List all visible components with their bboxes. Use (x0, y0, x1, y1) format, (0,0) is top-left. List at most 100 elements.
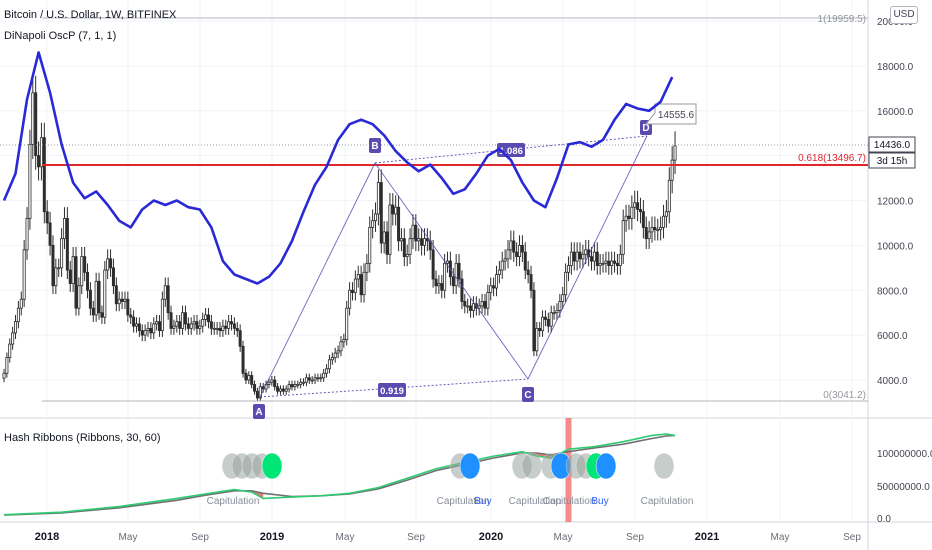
target-callout-label: 14555.6 (658, 110, 695, 121)
candle-body-29 (86, 271, 90, 291)
candle-body-226 (653, 227, 657, 231)
ratio-label-b-d: 1.086 (499, 146, 523, 157)
harmonic-pattern: A B C D 0.919 1.086 14555.6 (253, 103, 697, 419)
candle-body-107 (310, 379, 314, 382)
candle-body-92 (267, 381, 271, 385)
candle-body-46 (134, 323, 138, 327)
candle-body-80 (232, 323, 236, 329)
candle-body-214 (618, 253, 622, 266)
candle-body-63 (183, 312, 187, 325)
price-tick-7: 6000.0 (877, 331, 908, 342)
candle-body-169 (489, 285, 493, 293)
candle-body-191 (552, 312, 556, 315)
price-tick-4: 12000.0 (877, 197, 914, 208)
candle-body-73 (212, 327, 216, 330)
candle-body-3 (11, 332, 15, 345)
candle-body-177 (512, 240, 516, 253)
candle-body-77 (224, 325, 228, 329)
oscillator-title[interactable]: DiNapoli OscP (7, 1, 1) (4, 30, 117, 42)
candle-body-26 (77, 285, 81, 309)
candle-body-129 (374, 213, 378, 222)
target-callout (644, 103, 697, 125)
candle-body-5 (16, 307, 20, 323)
candle-body-62 (181, 312, 185, 329)
candle-body-160 (463, 301, 467, 307)
candle-body-118 (342, 339, 346, 343)
candle-body-74 (215, 327, 219, 330)
candle-body-138 (399, 238, 403, 242)
time-tick-6: 2020 (479, 531, 503, 543)
candle-body-113 (327, 359, 331, 370)
candle-body-146 (422, 238, 426, 246)
candle-body-51 (149, 327, 153, 334)
candle-body-81 (235, 327, 239, 332)
candle-body-134 (388, 204, 392, 255)
candle-body-166 (480, 301, 484, 307)
candle-body-24 (71, 256, 75, 284)
candle-body-85 (247, 375, 251, 381)
hash-tick-0: 100000000.0 (877, 449, 932, 460)
candle-body-47 (137, 323, 141, 332)
candle-body-99 (287, 384, 291, 390)
candle-body-0 (2, 372, 6, 379)
symbol-title[interactable]: Bitcoin / U.S. Dollar, 1W, BITFINEX (4, 9, 177, 21)
pattern-point-c-marker (522, 387, 534, 402)
hash-ribbons-title[interactable]: Hash Ribbons (Ribbons, 30, 60) (4, 432, 161, 444)
signal-label-1: Capitulation (437, 496, 490, 507)
candle-body-131 (379, 182, 383, 244)
candle-body-140 (405, 253, 409, 257)
candle-body-231 (667, 179, 671, 213)
time-tick-5: Sep (407, 532, 425, 543)
candle-body-209 (604, 260, 608, 264)
candle-body-161 (466, 305, 470, 308)
candle-body-32 (94, 280, 98, 316)
candle-body-17 (51, 244, 55, 287)
candle-body-60 (175, 321, 179, 327)
candle-body-67 (195, 321, 199, 329)
candle-body-172 (497, 269, 501, 275)
price-tick-2: 16000.0 (877, 107, 914, 118)
candle-body-109 (316, 377, 320, 380)
candle-body-4 (14, 321, 18, 334)
candle-body-145 (420, 238, 424, 246)
price-tick-6: 8000.0 (877, 286, 908, 297)
candle-body-139 (402, 238, 406, 257)
candle-body-205 (592, 251, 596, 262)
candle-body-193 (558, 301, 562, 311)
candle-body-66 (192, 321, 196, 325)
candle-body-8 (25, 218, 29, 251)
candle-body-114 (330, 357, 334, 361)
candle-body-98 (284, 388, 288, 392)
time-tick-11: Sep (843, 532, 861, 543)
candle-body-102 (296, 384, 300, 386)
candle-body-76 (221, 325, 225, 332)
currency-badge[interactable]: USD (890, 6, 918, 24)
candle-body-228 (659, 227, 663, 231)
last-price-box (868, 136, 916, 153)
time-tick-9: 2021 (695, 531, 719, 543)
candle-body-54 (158, 321, 162, 332)
candle-body-197 (569, 251, 573, 266)
candle-body-122 (353, 278, 357, 293)
candle-body-10 (31, 92, 35, 145)
candle-body-181 (523, 251, 527, 271)
candle-body-144 (417, 238, 421, 242)
candle-body-48 (140, 330, 144, 336)
candle-body-215 (621, 220, 625, 255)
candle-body-70 (204, 314, 208, 320)
candle-body-52 (152, 323, 156, 334)
candle-body-119 (345, 307, 349, 341)
candle-body-1 (5, 357, 9, 374)
candle-body-101 (293, 384, 297, 388)
candle-body-121 (350, 289, 354, 293)
candle-body-55 (160, 298, 164, 332)
candle-body-104 (302, 381, 306, 384)
candle-body-162 (469, 305, 473, 311)
candle-body-217 (627, 215, 631, 219)
candle-body-179 (518, 244, 522, 257)
candle-body-207 (598, 262, 602, 266)
time-tick-1: May (119, 532, 138, 543)
candle-body-154 (446, 260, 450, 264)
candle-body-194 (561, 294, 565, 302)
